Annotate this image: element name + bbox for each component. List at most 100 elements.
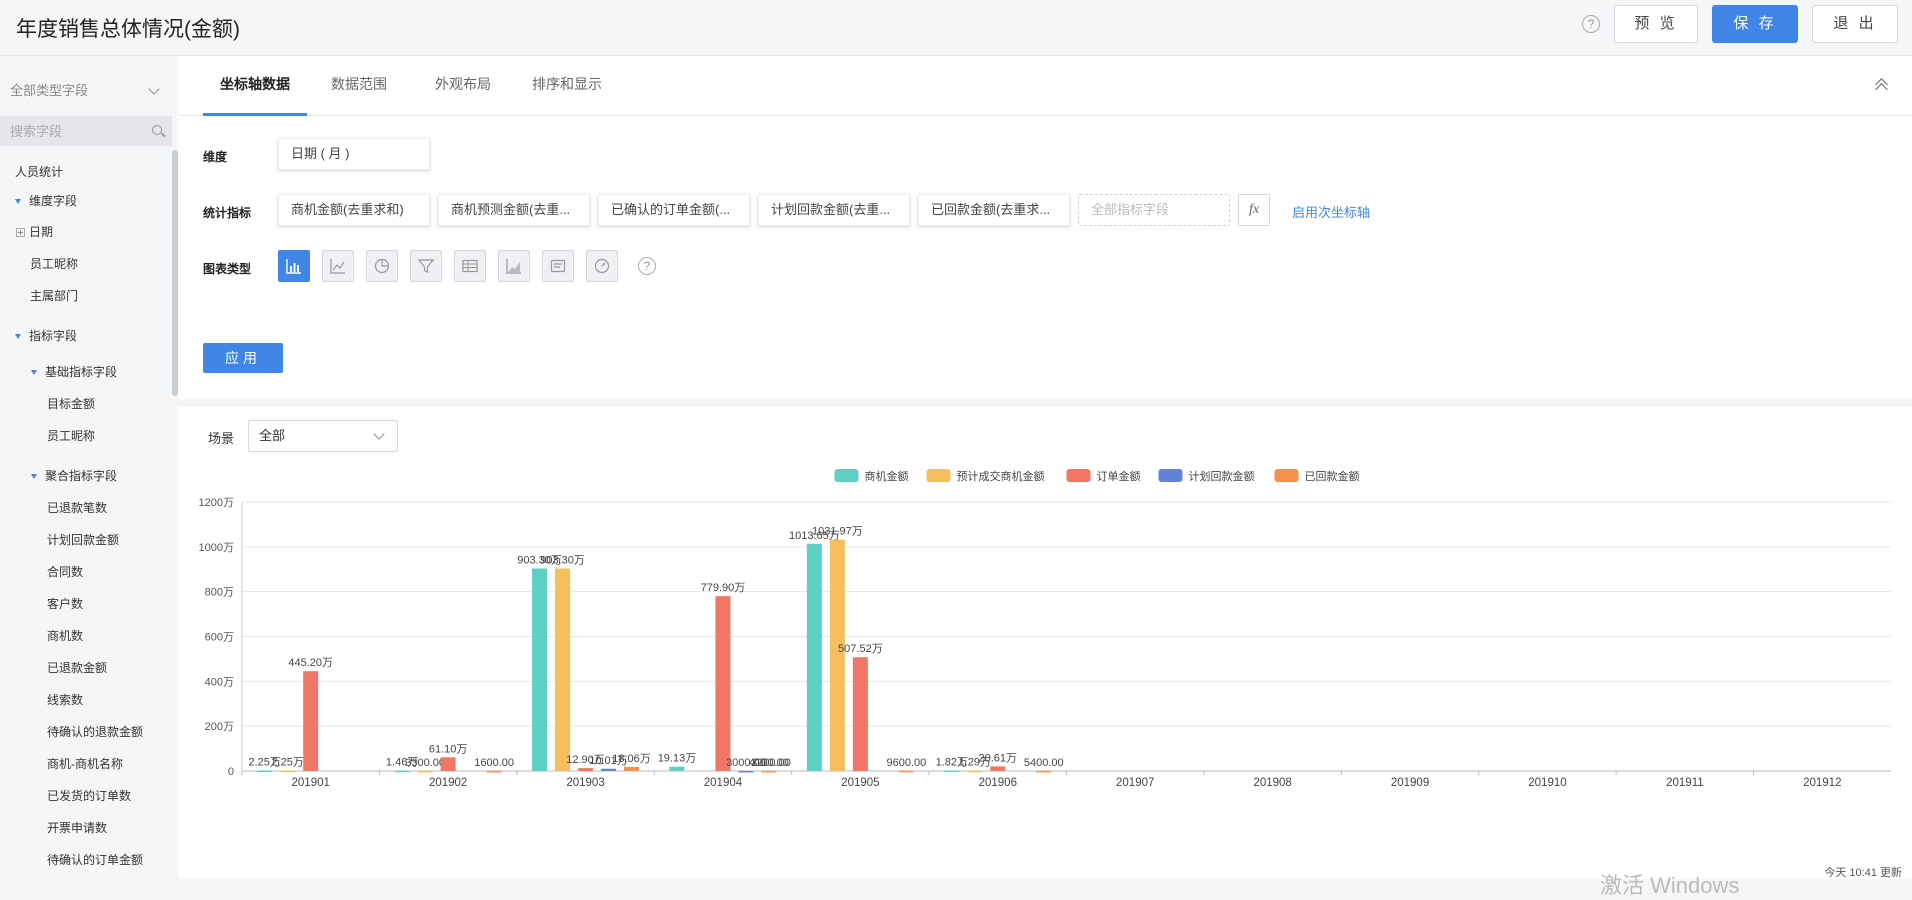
expand-plus-icon[interactable] (16, 228, 25, 238)
field-search-input[interactable] (0, 116, 172, 146)
chevron-down-icon (148, 83, 160, 95)
bar-商机金额 (532, 568, 548, 771)
sidebar-item-opportunity-name[interactable]: 商机-商机名称 (47, 755, 123, 772)
chart-section: 场景 全部 0 200万 400万 600万 800万 1000万 1200万 201901 2… (178, 399, 1912, 879)
bar-预计成交商机金额 (829, 539, 845, 771)
chart-type-help-icon[interactable]: ? (638, 257, 656, 275)
tab-appearance[interactable]: 外观布局 (435, 76, 491, 92)
sidebar-item-planned-payment[interactable]: 计划回款金额 (47, 531, 119, 548)
bar-预计成交商机金额 (967, 770, 983, 773)
sidebar-item-label: 商机数 (47, 629, 84, 643)
sidebar-group-basic-metric[interactable]: 基础指标字段 (31, 363, 117, 380)
x-tick-label: 201905 (841, 777, 879, 789)
metric-field-2[interactable]: 商机预测金额(去重... (438, 194, 590, 226)
x-tick-label: 201903 (566, 777, 604, 789)
dimension-field[interactable]: 日期 ( 月 ) (278, 138, 430, 170)
preview-button[interactable]: 预 览 (1614, 5, 1698, 43)
sidebar-item-refund-count[interactable]: 已退款笔数 (47, 499, 107, 516)
pie-chart-type-button[interactable] (366, 250, 398, 282)
sidebar-item-employee-nickname[interactable]: 员工昵称 (30, 255, 78, 272)
sidebar-item-refund-amount[interactable]: 已退款金额 (47, 659, 107, 676)
page-title: 年度销售总体情况(金额) (16, 18, 240, 41)
caret-down-icon (31, 370, 37, 376)
data-label: 1031.97万 (812, 526, 863, 538)
data-label: 445.20万 (288, 657, 333, 669)
card-chart-type-button[interactable] (542, 250, 574, 282)
x-tick-label: 201909 (1391, 777, 1429, 789)
sidebar-item-main-department[interactable]: 主属部门 (30, 287, 78, 304)
metric-field-3[interactable]: 已确认的订单金额(... (598, 194, 750, 226)
sidebar-item-label: 日期 (29, 225, 54, 239)
secondary-axis-link[interactable]: 启用次坐标轴 (1292, 205, 1371, 220)
data-label: 2.25万 (271, 756, 303, 768)
x-tick-label: 201902 (429, 777, 467, 789)
config-tabs: 坐标轴数据 数据范围 外观布局 排序和显示 (178, 56, 1912, 116)
exit-button[interactable]: 退 出 (1812, 5, 1898, 43)
bar-商机金额 (806, 543, 822, 771)
funnel-chart-type-button[interactable] (410, 250, 442, 282)
table-chart-icon (462, 259, 478, 273)
apply-button[interactable]: 应用 (203, 343, 283, 373)
data-label: 903.30万 (517, 555, 562, 567)
caret-down-icon (15, 199, 21, 205)
metric-field-4[interactable]: 计划回款金额(去重... (758, 194, 910, 226)
search-icon[interactable] (152, 125, 162, 135)
sidebar-item-label: 基础指标字段 (45, 365, 118, 379)
caret-down-icon (15, 334, 21, 340)
metric-dropzone[interactable]: 全部指标字段 (1078, 194, 1230, 226)
y-tick-label: 1200万 (199, 497, 234, 509)
sidebar-item-employee-nickname-2[interactable]: 员工昵称 (47, 427, 95, 444)
sidebar-item-opportunity-count[interactable]: 商机数 (47, 627, 83, 644)
metric-field-5[interactable]: 已回款金额(去重求... (918, 194, 1070, 226)
line-chart-type-button[interactable] (322, 250, 354, 282)
sidebar-item-label: 主属部门 (30, 289, 79, 303)
gauge-chart-type-button[interactable] (586, 250, 618, 282)
card-chart-icon (550, 259, 566, 273)
data-label: 1.46万 (386, 757, 418, 769)
bar-预计成交商机金额 (417, 770, 433, 773)
help-icon[interactable]: ? (1582, 15, 1600, 33)
sidebar-item-label: 客户数 (47, 597, 84, 611)
x-tick-label: 201912 (1803, 777, 1841, 789)
formula-fx-button[interactable]: fx (1238, 194, 1270, 226)
sidebar-item-shipped-orders[interactable]: 已发货的订单数 (47, 787, 131, 804)
sidebar-item-target-amount[interactable]: 目标金额 (47, 395, 95, 412)
sidebar-item-pending-refund[interactable]: 待确认的退款金额 (47, 723, 143, 740)
bar-chart-icon (286, 259, 301, 274)
bar-chart-type-button[interactable] (278, 250, 310, 282)
sidebar-item-customer-count[interactable]: 客户数 (47, 595, 83, 612)
legend-swatch (834, 469, 859, 482)
tab-sort-display[interactable]: 排序和显示 (532, 76, 602, 92)
caret-down-icon (31, 474, 37, 480)
tab-data-range[interactable]: 数据范围 (331, 76, 387, 92)
sidebar-group-aggregate-metric[interactable]: 聚合指标字段 (31, 467, 117, 484)
sidebar-scrollbar[interactable] (172, 150, 178, 396)
sidebar-group-dimension[interactable]: 维度字段 (15, 192, 77, 209)
legend-label: 已回款金额 (1305, 469, 1360, 483)
sidebar-item-lead-count[interactable]: 线索数 (47, 691, 83, 708)
sidebar-item-contract-count[interactable]: 合同数 (47, 563, 83, 580)
x-tick-label: 201906 (979, 777, 1017, 789)
collapse-up-icon[interactable] (1874, 78, 1890, 96)
table-chart-type-button[interactable] (454, 250, 486, 282)
metric-field-1[interactable]: 商机金额(去重求和) (278, 194, 430, 226)
metrics-label: 统计指标 (203, 206, 252, 220)
sidebar-item-pending-order-amount[interactable]: 待确认的订单金额 (47, 851, 143, 868)
tab-axis-data[interactable]: 坐标轴数据 (220, 76, 290, 92)
sidebar-item-date[interactable]: 日期 (16, 223, 53, 240)
x-tick-label: 201901 (292, 777, 330, 789)
data-label: 507.52万 (838, 643, 883, 655)
data-label: 4100.00 (749, 757, 789, 769)
field-type-select[interactable]: 全部类型字段 (10, 76, 165, 106)
sidebar-item-people-stats[interactable]: 人员统计 (15, 163, 63, 180)
sidebar-group-metric[interactable]: 指标字段 (15, 327, 77, 344)
save-button[interactable]: 保 存 (1712, 5, 1798, 43)
scene-select[interactable]: 全部 (248, 420, 398, 452)
sidebar-item-label: 计划回款金额 (47, 533, 120, 547)
sidebar-item-invoice-requests[interactable]: 开票申请数 (47, 819, 107, 836)
x-tick-label: 201907 (1116, 777, 1154, 789)
area-chart-type-button[interactable] (498, 250, 530, 282)
bar-已回款金额 (1036, 770, 1052, 773)
sidebar-item-label: 商机-商机名称 (47, 757, 123, 771)
sidebar-item-label: 员工昵称 (30, 257, 79, 271)
